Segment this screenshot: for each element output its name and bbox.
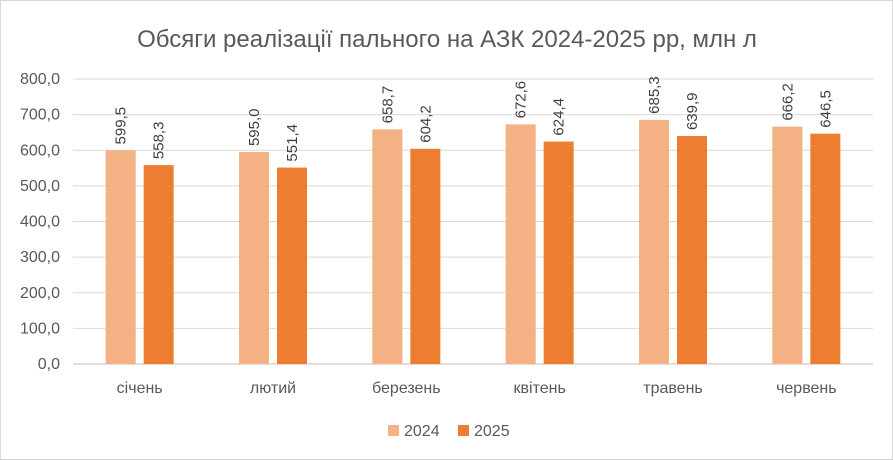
data-label: 672,6 [513, 81, 530, 119]
y-tick-label: 400,0 [20, 214, 60, 231]
data-label: 604,2 [417, 105, 434, 143]
y-tick-label: 200,0 [20, 285, 60, 302]
y-tick-label: 700,0 [20, 107, 60, 124]
legend-label: 2025 [474, 423, 510, 440]
legend-label: 2024 [404, 423, 440, 440]
bar-2025-січень [143, 165, 174, 364]
bar-2025-лютий [277, 167, 307, 364]
bar-2024-січень [105, 150, 136, 364]
y-tick-label: 0,0 [38, 356, 60, 373]
data-label: 599,5 [113, 107, 130, 145]
legend: 2024 2025 [388, 423, 510, 440]
y-tick-label: 800,0 [20, 71, 60, 88]
data-label: 658,7 [379, 86, 396, 124]
y-tick-label: 100,0 [20, 320, 60, 337]
data-label: 646,5 [817, 90, 834, 128]
chart-title: Обсяги реалізації пального на АЗК 2024-2… [137, 26, 757, 53]
y-axis-tick-labels: 0,0 100,0 200,0 300,0 400,0 500,0 600,0 700,0 80… [20, 71, 60, 373]
data-label: 639,9 [684, 92, 701, 130]
bar-2024-травень [639, 119, 669, 364]
category-label: січень [117, 380, 163, 397]
data-label: 595,0 [246, 108, 263, 146]
legend-swatch-2025 [458, 425, 469, 436]
bar-2024-березень [372, 129, 403, 364]
bar-2024-лютий [239, 152, 269, 364]
data-labels: 599,5 558,3 595,0 551,4 658,7 604,2 672,6 624,4… [113, 76, 835, 161]
bar-2025-травень [677, 136, 707, 364]
bar-2025-березень [410, 148, 441, 364]
y-tick-label: 500,0 [20, 178, 60, 195]
category-label: квітень [514, 380, 566, 397]
category-label: лютий [250, 380, 296, 397]
category-label: червень [776, 380, 837, 397]
data-label: 666,2 [779, 83, 796, 121]
data-label: 685,3 [646, 76, 663, 114]
data-label: 624,4 [551, 98, 568, 136]
y-tick-label: 300,0 [20, 249, 60, 266]
gridlines [73, 78, 873, 365]
bar-2024-квітень [505, 124, 536, 364]
bars [105, 119, 841, 364]
x-axis-category-labels: січень лютий березень квітень травень червень [117, 380, 837, 397]
data-label: 551,4 [284, 124, 301, 162]
y-tick-label: 600,0 [20, 142, 60, 159]
category-label: березень [372, 380, 441, 397]
bar-2025-квітень [543, 141, 574, 364]
bar-2024-червень [772, 126, 803, 364]
legend-swatch-2024 [388, 425, 399, 436]
category-label: травень [643, 380, 703, 397]
bar-2025-червень [810, 133, 841, 364]
data-label: 558,3 [151, 122, 168, 160]
